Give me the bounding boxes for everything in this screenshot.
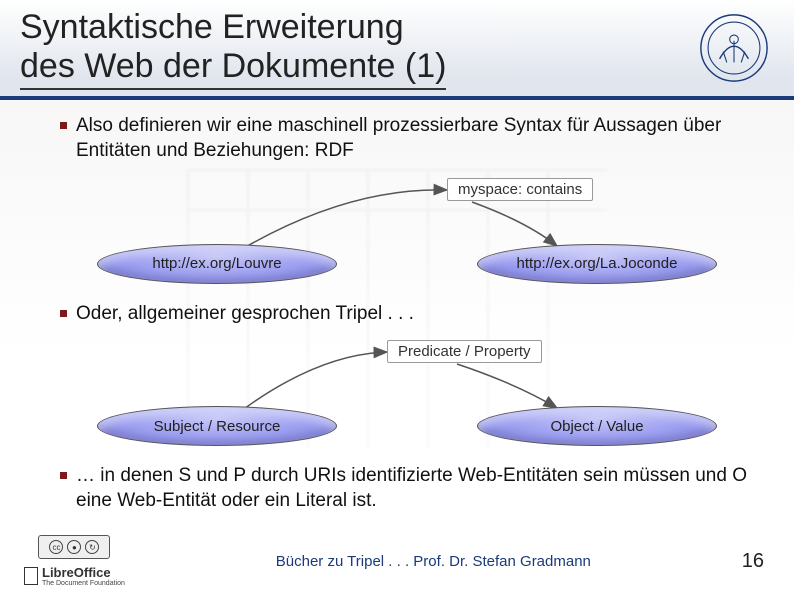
- cc-license-icon: cc ● ↻: [38, 535, 110, 559]
- slide-header: Syntaktische Erweiterung des Web der Dok…: [0, 0, 794, 100]
- bullet-2: Oder, allgemeiner gesprochen Tripel . . …: [60, 302, 754, 327]
- diagram1-object-node: http://ex.org/La.Joconde: [477, 244, 717, 284]
- rdf-example-diagram: myspace: contains http://ex.org/Louvre h…: [87, 172, 727, 292]
- libreoffice-logo: LibreOffice The Document Foundation: [24, 565, 125, 587]
- diagram2-subject-node: Subject / Resource: [97, 406, 337, 446]
- diagram1-predicate-label: myspace: contains: [447, 178, 593, 201]
- university-seal-icon: [698, 12, 770, 84]
- libreoffice-doc-icon: [24, 567, 38, 585]
- title-line-1: Syntaktische Erweiterung: [20, 8, 404, 46]
- triple-schema-diagram: Predicate / Property Subject / Resource …: [87, 334, 727, 454]
- libreoffice-label: LibreOffice: [42, 565, 111, 580]
- libreoffice-subtitle: The Document Foundation: [42, 580, 125, 587]
- footer-left: cc ● ↻ LibreOffice The Document Foundati…: [24, 535, 125, 587]
- cc-by-icon: ●: [67, 540, 81, 554]
- diagram2-object-node: Object / Value: [477, 406, 717, 446]
- slide-body: Also definieren wir eine maschinell proz…: [0, 100, 794, 513]
- title-line-2: des Web der Dokumente (1): [20, 47, 446, 85]
- bullet-3: … in denen S und P durch URIs identifizi…: [60, 464, 754, 513]
- slide-title: Syntaktische Erweiterung des Web der Dok…: [20, 8, 446, 90]
- diagram1-subject-node: http://ex.org/Louvre: [97, 244, 337, 284]
- cc-sa-icon: ↻: [85, 540, 99, 554]
- page-number: 16: [742, 550, 764, 573]
- cc-circle-icon: cc: [49, 540, 63, 554]
- footer-caption: Bücher zu Tripel . . . Prof. Dr. Stefan …: [276, 553, 591, 570]
- diagram2-predicate-label: Predicate / Property: [387, 340, 542, 363]
- bullet-1: Also definieren wir eine maschinell proz…: [60, 114, 754, 163]
- slide-footer: cc ● ↻ LibreOffice The Document Foundati…: [0, 535, 794, 587]
